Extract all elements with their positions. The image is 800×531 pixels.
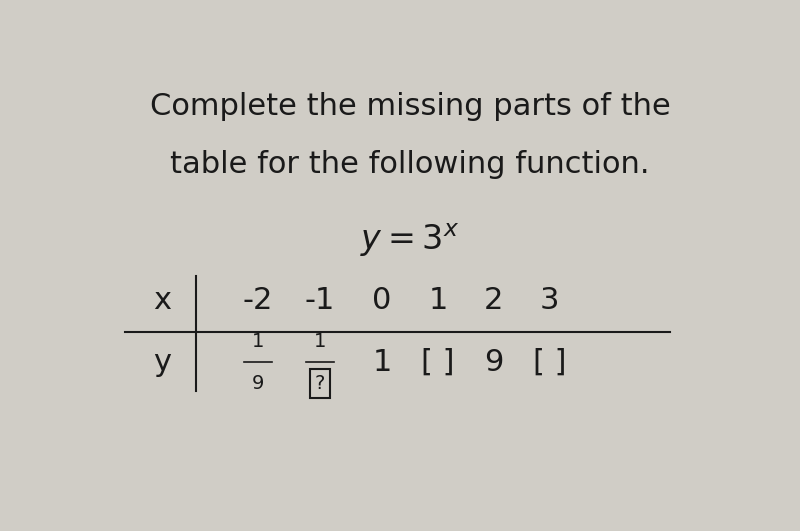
Text: 9: 9 <box>252 374 264 392</box>
Text: [ ]: [ ] <box>421 348 454 376</box>
Text: 9: 9 <box>484 348 503 376</box>
Text: 1: 1 <box>428 286 447 315</box>
Text: 1: 1 <box>252 332 264 351</box>
Text: 3: 3 <box>540 286 559 315</box>
Text: 2: 2 <box>484 286 503 315</box>
Text: x: x <box>153 286 171 315</box>
Text: [ ]: [ ] <box>533 348 566 376</box>
Text: -1: -1 <box>305 286 335 315</box>
Text: -2: -2 <box>243 286 274 315</box>
Text: $y = 3^x$: $y = 3^x$ <box>361 221 459 259</box>
Text: ?: ? <box>315 374 326 392</box>
Text: 1: 1 <box>314 332 326 351</box>
Text: Complete the missing parts of the: Complete the missing parts of the <box>150 92 670 122</box>
Text: 1: 1 <box>373 348 392 376</box>
Text: y: y <box>153 348 171 376</box>
Text: table for the following function.: table for the following function. <box>170 150 650 178</box>
Text: 0: 0 <box>373 286 392 315</box>
